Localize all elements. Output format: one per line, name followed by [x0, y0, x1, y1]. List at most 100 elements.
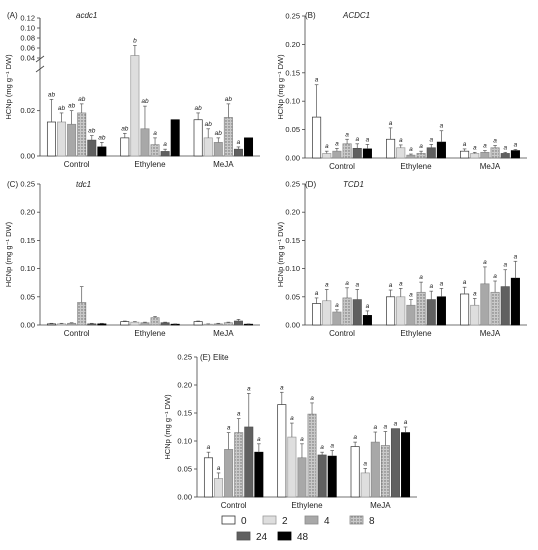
- x-category-label: Control: [329, 162, 355, 171]
- y-tick-label: 0.08: [20, 34, 35, 43]
- significance-label: a: [429, 136, 433, 143]
- bar-a-meja-4: [213, 142, 223, 157]
- y-tick-label: 0.05: [177, 465, 192, 474]
- y-tick-label: 0.02: [20, 106, 35, 115]
- bar-e-ethylene-8: [307, 413, 317, 498]
- y-tick-label: 0.05: [285, 125, 300, 134]
- x-category-label: Ethylene: [291, 501, 323, 510]
- bar-a-ethylene-48: [170, 119, 180, 157]
- bar-e-control-2: [214, 478, 224, 498]
- significance-label: a: [503, 144, 507, 151]
- bar-b-meja-0: [460, 150, 470, 159]
- significance-label: a: [355, 136, 359, 143]
- significance-label: ab: [205, 121, 213, 128]
- gene-label: ACDC1: [342, 11, 370, 20]
- y-tick-label: 0.25: [285, 12, 300, 21]
- significance-label: a: [514, 253, 518, 260]
- significance-label: a: [355, 281, 359, 288]
- bar-b-control-0: [312, 116, 322, 159]
- panel-label: (A): [7, 11, 18, 20]
- y-tick-label: 0.06: [20, 44, 35, 53]
- legend-swatch-48: [277, 531, 292, 541]
- bar-e-control-48: [254, 451, 264, 498]
- significance-label: a: [345, 280, 349, 287]
- bar-c-control-2: [57, 323, 67, 326]
- bar-b-control-4: [332, 150, 342, 159]
- bar-b-meja-24: [500, 153, 510, 159]
- x-category-label: MeJA: [213, 160, 234, 169]
- bar-a-ethylene-0: [120, 137, 130, 157]
- significance-label: a: [207, 444, 211, 451]
- bar-a-control-4: [67, 123, 77, 157]
- bar-e-meja-8: [380, 445, 390, 498]
- bar-b-meja-2: [470, 153, 480, 159]
- bar-b-control-48: [362, 148, 372, 159]
- bar-b-ethylene-48: [436, 141, 446, 159]
- significance-label: ab: [58, 105, 66, 112]
- bar-d-control-2: [322, 300, 332, 326]
- significance-label: a: [366, 136, 370, 143]
- y-tick-label: 0.20: [20, 208, 35, 217]
- bar-a-ethylene-24: [160, 151, 170, 157]
- legend: 0 2 4 824 48: [221, 515, 375, 543]
- bar-c-meja-4: [213, 323, 223, 326]
- bar-c-ethylene-2: [130, 321, 140, 326]
- significance-label: ab: [225, 96, 233, 103]
- y-tick-label: 0.20: [285, 40, 300, 49]
- y-tick-label: 0.10: [285, 264, 300, 273]
- y-tick-label: 0.12: [20, 14, 35, 23]
- significance-label: a: [227, 425, 231, 432]
- bar-e-meja-2: [360, 472, 370, 498]
- significance-label: ab: [68, 103, 76, 110]
- significance-label: a: [409, 292, 413, 299]
- legend-swatch-2: [262, 515, 277, 525]
- significance-label: a: [247, 385, 251, 392]
- y-tick-label: 0.00: [177, 493, 192, 502]
- bar-c-control-24: [87, 323, 97, 326]
- legend-label-2: 2: [282, 516, 288, 527]
- significance-label: a: [330, 443, 334, 450]
- x-category-label: Ethylene: [134, 329, 166, 338]
- x-category-label: Control: [64, 160, 90, 169]
- bar-b-control-8: [342, 143, 352, 159]
- significance-label: a: [493, 138, 497, 145]
- significance-label: ab: [141, 98, 149, 105]
- bar-e-ethylene-24: [317, 454, 327, 498]
- chart-panel-d: 0.00 0.05 0.10 0.15 0.20 0.25 HCNp (mg g⁻¹ DW)…: [276, 180, 527, 338]
- bar-d-control-8: [342, 297, 352, 326]
- significance-label: a: [325, 143, 329, 150]
- significance-label: a: [280, 384, 284, 391]
- y-tick-label: 0.00: [285, 154, 300, 163]
- significance-label: ab: [215, 130, 223, 137]
- y-axis-title: HCNp (mg g⁻¹ DW): [163, 394, 172, 460]
- bar-c-ethylene-0: [120, 321, 130, 326]
- bar-e-control-24: [244, 426, 254, 498]
- significance-label: a: [483, 259, 487, 266]
- legend-label-4: 4: [324, 516, 330, 527]
- y-tick-label: 0.10: [177, 437, 192, 446]
- y-tick-label: 0.04: [20, 54, 35, 63]
- significance-label: ab: [98, 134, 106, 141]
- chart-panel-a: 0.00 0.02 0.040.060.080.100.12 HCNp (mg g⁻¹…: [4, 11, 260, 169]
- y-axis-title: HCNp (mg g⁻¹ DW): [4, 54, 13, 120]
- bar-b-meja-4: [480, 151, 490, 159]
- bar-e-ethylene-4: [297, 457, 307, 498]
- bar-e-meja-0: [350, 446, 360, 498]
- y-tick-label: 0.15: [177, 409, 192, 418]
- y-axis-title: HCNp (mg g⁻¹ DW): [4, 221, 13, 287]
- significance-label: a: [429, 283, 433, 290]
- panel-label: (E): [200, 353, 211, 362]
- bar-c-control-8: [77, 302, 87, 326]
- bar-b-control-2: [322, 153, 332, 159]
- x-category-label: MeJA: [480, 162, 501, 171]
- bar-c-meja-8: [223, 322, 233, 326]
- significance-label: a: [335, 302, 339, 309]
- significance-label: ab: [88, 128, 96, 135]
- bar-e-ethylene-2: [287, 436, 297, 498]
- chart-panel-c: 0.00 0.05 0.10 0.15 0.20 0.25 HCNp (mg g⁻¹ DW)…: [4, 180, 260, 338]
- bar-d-meja-48: [510, 277, 520, 326]
- y-tick-label: 0.10: [20, 264, 35, 273]
- significance-label: a: [300, 436, 304, 443]
- significance-label: a: [237, 411, 241, 418]
